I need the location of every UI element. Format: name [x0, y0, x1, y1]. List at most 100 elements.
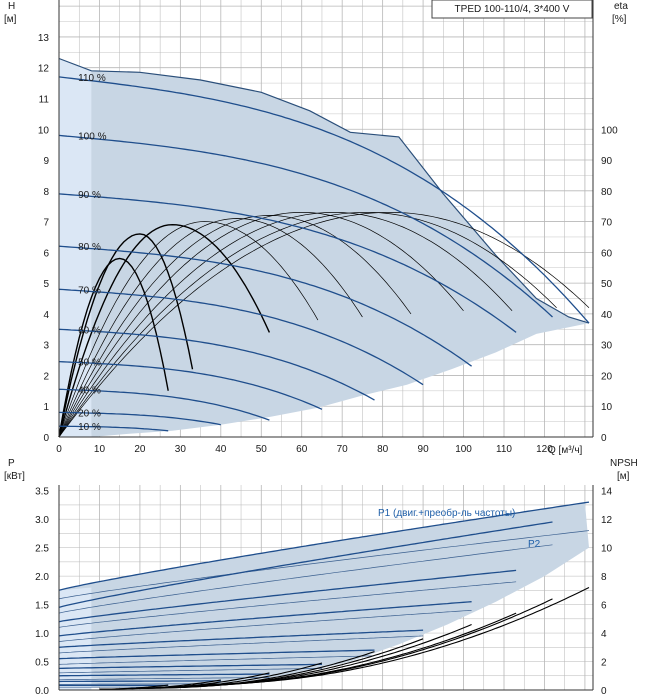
npsh-curve	[99, 684, 169, 690]
speed-label: 90 %	[78, 190, 101, 201]
head-tick-label: 10	[38, 125, 50, 136]
p1-power-curve	[58, 673, 270, 677]
power-tick-label: 3.0	[35, 515, 49, 526]
speed-curve	[58, 360, 323, 410]
speed-label: 50 %	[78, 358, 101, 369]
head-tick-label: 12	[38, 64, 50, 75]
flow-tick-label: 100	[455, 444, 472, 455]
power-axis-unit: [кВт]	[4, 471, 25, 482]
p2-power-curve	[58, 530, 590, 600]
p1-power-curve	[58, 521, 553, 609]
p1-series-label: P1 (двиг.+преобр-ль частоты)	[378, 507, 515, 519]
npsh-curve	[148, 662, 323, 689]
power-tick-label: 1.0	[35, 629, 49, 640]
eta-tick-label: 30	[601, 341, 613, 352]
p2-power-curve	[58, 635, 424, 654]
p2-power-curve	[58, 609, 472, 642]
eta-tick-label: 70	[601, 218, 613, 229]
head-tick-label: 0	[43, 433, 49, 444]
p2-power-curve	[58, 655, 375, 665]
flow-tick-label: 110	[496, 444, 512, 455]
efficiency-curve	[58, 233, 194, 438]
eta-tick-label: 40	[601, 310, 613, 321]
flow-tick-label: 20	[134, 444, 146, 455]
p2-power-curve	[58, 544, 553, 614]
npsh-curves	[99, 587, 590, 690]
power-tick-label: 2.0	[35, 572, 49, 583]
npsh-axis-title: NPSH	[610, 458, 638, 469]
p2-power-curve	[58, 677, 270, 681]
npsh-tick-label: 14	[601, 487, 613, 498]
speed-curve	[58, 193, 517, 333]
head-tick-label: 1	[43, 402, 49, 413]
speed-curve	[58, 328, 375, 401]
npsh-tick-label: 2	[601, 658, 607, 669]
eta-axis-title: eta	[614, 1, 628, 12]
npsh-tick-label: 4	[601, 629, 607, 640]
flow-tick-label: 10	[94, 444, 106, 455]
head-tick-label: 13	[38, 33, 50, 44]
power-tick-label: 2.5	[35, 544, 49, 555]
head-tick-label: 11	[39, 94, 50, 105]
speed-label: 110 %	[78, 73, 106, 84]
speed-curves: 110 % 100 % 90 % 80 % 70 % 60 % 50 % 40 % 20 % 10…	[58, 73, 590, 433]
p1-power-curve	[58, 629, 424, 648]
head-tick-label: 9	[43, 156, 49, 167]
flow-tick-label: 50	[256, 444, 268, 455]
operating-range-area	[59, 58, 589, 437]
p1-power-curve	[58, 601, 472, 637]
power-curves	[58, 501, 590, 688]
speed-curve	[58, 288, 424, 386]
envelope-outline	[58, 57, 590, 324]
p1-power-curve	[58, 680, 221, 683]
flow-tick-label: 90	[418, 444, 430, 455]
head-tick-label: 4	[43, 310, 49, 321]
flow-tick-label: 60	[296, 444, 308, 455]
power-axis-title: P	[8, 458, 15, 469]
product-label-box	[431, 0, 593, 19]
power-tick-label: 3.5	[35, 487, 49, 498]
eta-tick-label: 50	[601, 279, 613, 290]
power-tick-label: 0.5	[35, 658, 49, 669]
head-axis-title: H	[8, 1, 15, 12]
efficiency-curve	[58, 215, 412, 438]
power-tick-label: 1.5	[35, 601, 49, 612]
speed-curve	[58, 76, 590, 324]
npsh-tick-label: 0	[601, 686, 607, 697]
efficiency-curve	[58, 211, 557, 438]
npsh-tick-label: 10	[601, 544, 613, 555]
product-label: TPED 100-110/4, 3*400 V	[455, 4, 570, 15]
head-tick-label: 3	[43, 341, 49, 352]
efficiency-curve	[58, 221, 319, 438]
head-tick-label: 2	[43, 371, 49, 382]
power-range-area	[59, 502, 589, 688]
efficiency-curves	[58, 211, 590, 438]
flow-tick-label: 0	[56, 444, 62, 455]
flow-axis-label: Q [м³/ч]	[548, 445, 583, 456]
eta-tick-label: 0	[601, 433, 607, 444]
eta-tick-label: 20	[601, 371, 613, 382]
p1-power-curve	[58, 501, 590, 591]
npsh-tick-label: 8	[601, 572, 607, 583]
eta-tick-label: 90	[601, 156, 613, 167]
power-tick-label: 0.0	[35, 686, 49, 697]
eta-tick-label: 10	[601, 402, 613, 413]
npsh-axis-unit: [м]	[617, 471, 630, 482]
speed-label: 60 %	[78, 325, 101, 336]
p2-power-curve	[58, 581, 517, 628]
head-tick-label: 7	[43, 218, 49, 229]
speed-label: 10 %	[78, 422, 101, 433]
efficiency-curve	[58, 218, 363, 438]
eta-tick-label: 100	[601, 125, 618, 136]
flow-tick-label: 80	[377, 444, 389, 455]
speed-curve	[58, 411, 221, 426]
p2-series-label: P2	[528, 539, 541, 550]
speed-label: 40 %	[78, 385, 101, 396]
speed-label: 80 %	[78, 242, 101, 253]
npsh-tick-label: 6	[601, 601, 607, 612]
head-tick-label: 6	[43, 248, 49, 259]
speed-label: 20 %	[78, 408, 101, 419]
p1-power-curve	[58, 569, 517, 623]
efficiency-curve	[58, 257, 169, 438]
head-chart-axes: 0123456789101112130102030405060708090100…	[38, 0, 618, 455]
